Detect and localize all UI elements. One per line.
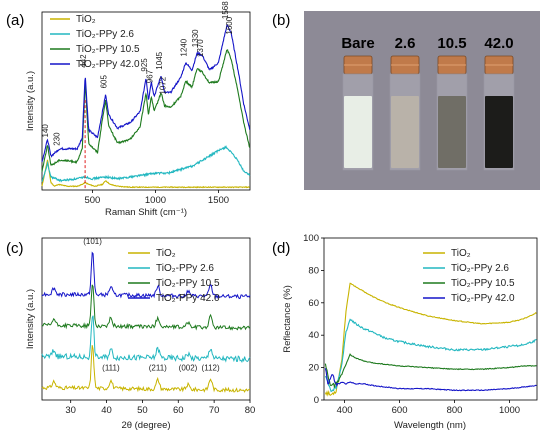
xrd-xlabel: 2θ (degree) [121, 420, 170, 431]
vial-label: Bare [341, 35, 374, 52]
panel-label-d: (d) [272, 240, 290, 257]
xrd-peak-label: (111) [102, 363, 120, 372]
xrd-peak-label: (112) [202, 363, 220, 372]
raman-xtick-label: 500 [84, 195, 100, 206]
xrd-xtick-label: 30 [65, 405, 76, 416]
raman-peak-label: 1330 [191, 29, 200, 47]
xrd-peak-label: (101) [83, 237, 102, 246]
vial-label: 10.5 [437, 35, 466, 52]
raman-legend: TiO₂ TiO₂-PPy 2.6 TiO₂-PPy 10.5 TiO₂-PPy 42… [50, 14, 140, 70]
vial-liquid [485, 96, 513, 168]
vial-label: 2.6 [395, 35, 416, 52]
reflectance-legend-label: TiO₂-PPy 42.0 [451, 293, 515, 304]
reflectance-xtick-label: 400 [337, 405, 353, 416]
reflectance-xtick-label: 600 [392, 405, 408, 416]
xrd-peak-label: (211) [149, 363, 167, 372]
xrd-series-line [41, 345, 251, 393]
raman-ylabel: Intensity (a.u.) [25, 71, 36, 131]
reflectance-series-line [324, 368, 537, 392]
raman-series-line [41, 49, 251, 172]
vial-liquid [344, 96, 372, 168]
panel-label-a: (a) [6, 12, 24, 29]
raman-peak-label: 1072 [159, 76, 168, 94]
reflectance-chart: 400 600 800 1000 0 20 40 60 80 100 Wavelength (nm… [282, 233, 538, 431]
reflectance-series-line [324, 353, 537, 389]
reflectance-ytick-label: 0 [314, 395, 319, 406]
raman-peak-label: 1045 [155, 51, 164, 69]
raman-legend-label: TiO₂-PPy 2.6 [76, 29, 134, 40]
raman-legend-label: TiO₂-PPy 10.5 [76, 44, 140, 55]
xrd-plot-frame [41, 237, 251, 401]
raman-series-line [41, 159, 250, 189]
xrd-xtick-label: 40 [101, 405, 112, 416]
raman-legend-label: TiO₂ [76, 14, 96, 25]
panel-label-c: (c) [6, 240, 24, 257]
raman-peak-label: 1370 [196, 39, 205, 57]
xrd-ylabel: Intensity (a.u.) [25, 289, 36, 349]
xrd-chart: (101) (111) (211) (002) (112) 30 40 50 60 70 80 2… [25, 237, 255, 431]
xrd-legend-label: TiO₂-PPy 42.0 [156, 293, 220, 304]
xrd-legend-label: TiO₂-PPy 10.5 [156, 278, 220, 289]
reflectance-ytick-label: 100 [303, 233, 319, 244]
reflectance-ytick-label: 80 [308, 265, 319, 276]
xrd-series-line [41, 251, 251, 300]
raman-peak-label: 925 [140, 58, 149, 72]
raman-peak-label: 967 [145, 69, 154, 83]
reflectance-ytick-label: 40 [308, 330, 319, 341]
raman-peak-label: 1568 [221, 1, 230, 19]
raman-series-line [41, 145, 251, 183]
xrd-peak-label: (002) [179, 363, 198, 372]
raman-series-line [41, 24, 251, 163]
reflectance-series-line [324, 318, 537, 393]
raman-xlabel: Raman Shift (cm⁻¹) [105, 207, 187, 218]
raman-peak-label: 605 [100, 75, 109, 89]
reflectance-legend-label: TiO₂-PPy 10.5 [451, 278, 515, 289]
panel-label-b: (b) [272, 12, 290, 29]
raman-xtick-label: 1000 [145, 195, 166, 206]
xrd-legend-label: TiO₂ [156, 248, 176, 259]
vial-liquid [438, 96, 466, 168]
vial-liquid [391, 96, 419, 168]
reflectance-xtick-label: 1000 [499, 405, 520, 416]
raman-peak-label: 1240 [180, 38, 189, 56]
raman-peak-label: 230 [52, 132, 61, 146]
raman-peak-label: 140 [41, 124, 50, 138]
reflectance-legend-label: TiO₂-PPy 2.6 [451, 263, 509, 274]
xrd-legend: TiO₂ TiO₂-PPy 2.6 TiO₂-PPy 10.5 TiO₂-PPy 42… [128, 248, 220, 304]
xrd-xtick-label: 60 [173, 405, 184, 416]
xrd-xtick-label: 80 [245, 405, 256, 416]
vial-label: 42.0 [484, 35, 513, 52]
xrd-series-line [41, 315, 251, 363]
raman-plot-frame [41, 11, 251, 191]
reflectance-legend-label: TiO₂ [451, 248, 471, 259]
reflectance-xlabel: Wavelength (nm) [394, 420, 466, 431]
reflectance-ytick-label: 60 [308, 298, 319, 309]
reflectance-legend: TiO₂ TiO₂-PPy 2.6 TiO₂-PPy 10.5 TiO₂-PPy 42… [423, 248, 515, 304]
vial-photo: Bare 2.6 10.5 42.0 [304, 11, 540, 190]
reflectance-ytick-label: 20 [308, 363, 319, 374]
xrd-xtick-label: 50 [137, 405, 148, 416]
xrd-series-line [41, 284, 251, 331]
xrd-xtick-label: 70 [209, 405, 220, 416]
raman-xtick-label: 1500 [208, 195, 229, 206]
raman-peak-label: 1600 [225, 16, 234, 34]
reflectance-xtick-label: 800 [447, 405, 463, 416]
reflectance-series-line [324, 282, 537, 397]
raman-legend-label: TiO₂-PPy 42.0 [76, 59, 140, 70]
xrd-legend-label: TiO₂-PPy 2.6 [156, 263, 214, 274]
reflectance-ylabel: Reflectance (%) [282, 285, 293, 353]
raman-peak-label: 442 [79, 54, 88, 68]
reflectance-plot-frame [323, 237, 538, 401]
